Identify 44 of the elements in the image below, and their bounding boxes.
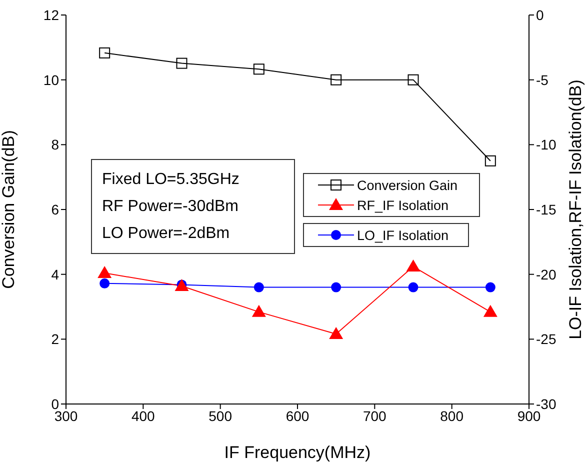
point (485, 282, 496, 292)
y2-axis-title: LO-IF Isolation,RF-IF Isolation(dB) (566, 80, 586, 340)
y2-tick-label: 0 (536, 6, 544, 23)
x-tick-label: 400 (131, 408, 156, 424)
point (98, 266, 112, 278)
point (484, 155, 496, 166)
y-tick-label: 8 (51, 136, 60, 153)
legend-label: Conversion Gain (357, 178, 458, 192)
point (176, 58, 188, 69)
y-tick-label: 6 (51, 201, 60, 218)
point (408, 282, 418, 292)
point (406, 260, 420, 272)
point (100, 278, 110, 288)
x-tick-label: 500 (208, 408, 232, 424)
legend-label: LO_IF Isolation (357, 228, 449, 242)
y2-tick-label: -25 (536, 331, 556, 348)
point (253, 64, 264, 75)
y-tick-label: 12 (43, 6, 60, 23)
point (330, 74, 342, 86)
annotation: Fixed LO=5.35GHz (102, 170, 240, 190)
point (99, 47, 110, 58)
y-tick-label: 10 (43, 72, 60, 88)
y-axis-title: Conversion Gain(dB) (0, 130, 18, 289)
y-tick-label: 0 (51, 396, 60, 412)
point (329, 326, 344, 339)
legend-label: RF_IF Isolation (357, 198, 449, 212)
point (252, 304, 266, 317)
y2-tick-label: -15 (536, 201, 556, 218)
y2-tick-label: -5 (536, 72, 549, 88)
y-tick-label: 4 (51, 266, 60, 282)
point (331, 282, 342, 292)
y-tick-label: 2 (51, 331, 60, 348)
annotation: RF Power=-30dBm (102, 197, 240, 217)
y2-tick-label: -20 (536, 266, 556, 282)
x-tick-label: 700 (362, 408, 387, 424)
x-tick-label: 600 (286, 408, 310, 424)
y2-tick-label: -10 (536, 136, 556, 153)
point (408, 74, 419, 86)
x-tick-label: 800 (440, 408, 464, 424)
condition-box: Fixed LO=5.35GHz RF Power=-30dBm LO Power=-2dBm (91, 159, 295, 254)
point (254, 282, 264, 292)
x-axis-title: IF Frequency(MHz) (224, 443, 371, 462)
annotation: LO Power=-2dBm (102, 224, 231, 244)
point (483, 304, 498, 317)
